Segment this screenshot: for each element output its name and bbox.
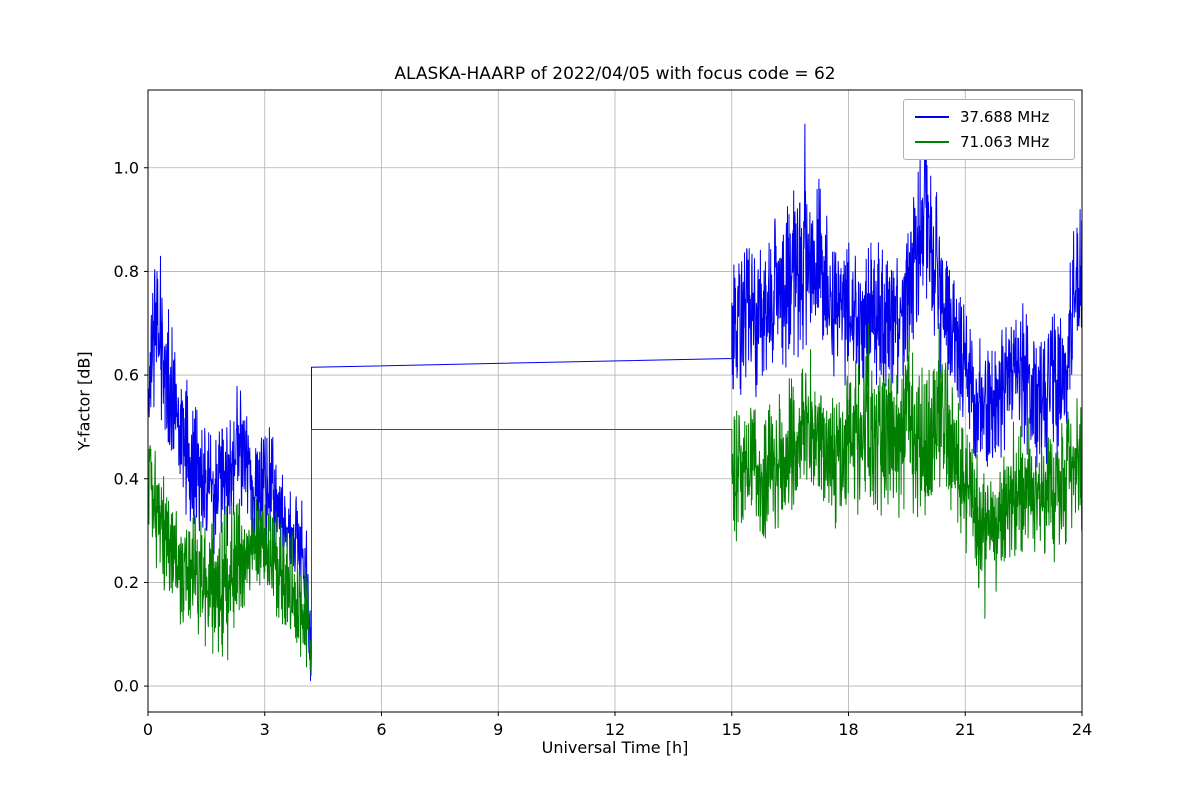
legend-label: 71.063 MHz: [960, 133, 1050, 151]
svg-text:6: 6: [376, 720, 386, 739]
svg-text:12: 12: [605, 720, 625, 739]
svg-text:0.2: 0.2: [114, 573, 139, 592]
svg-text:18: 18: [838, 720, 858, 739]
x-axis-label: Universal Time [h]: [541, 738, 689, 757]
legend-line-sample: [915, 116, 949, 118]
svg-text:0.8: 0.8: [114, 262, 139, 281]
legend: 37.688 MHz 71.063 MHz: [903, 99, 1075, 160]
svg-text:21: 21: [955, 720, 975, 739]
svg-text:24: 24: [1072, 720, 1092, 739]
legend-label: 37.688 MHz: [960, 108, 1050, 126]
svg-text:0.0: 0.0: [114, 677, 139, 696]
y-axis-label: Y-factor [dB]: [74, 351, 94, 451]
svg-text:15: 15: [722, 720, 742, 739]
svg-text:1.0: 1.0: [114, 158, 139, 177]
svg-text:3: 3: [260, 720, 270, 739]
legend-entry: 71.063 MHz: [915, 133, 1063, 151]
chart-title: ALASKA-HAARP of 2022/04/05 with focus co…: [394, 64, 836, 84]
svg-text:9: 9: [493, 720, 503, 739]
svg-text:0.6: 0.6: [114, 366, 139, 385]
legend-line-sample: [915, 141, 949, 143]
svg-text:0.4: 0.4: [114, 469, 139, 488]
svg-text:0: 0: [143, 720, 153, 739]
legend-entry: 37.688 MHz: [915, 108, 1063, 126]
